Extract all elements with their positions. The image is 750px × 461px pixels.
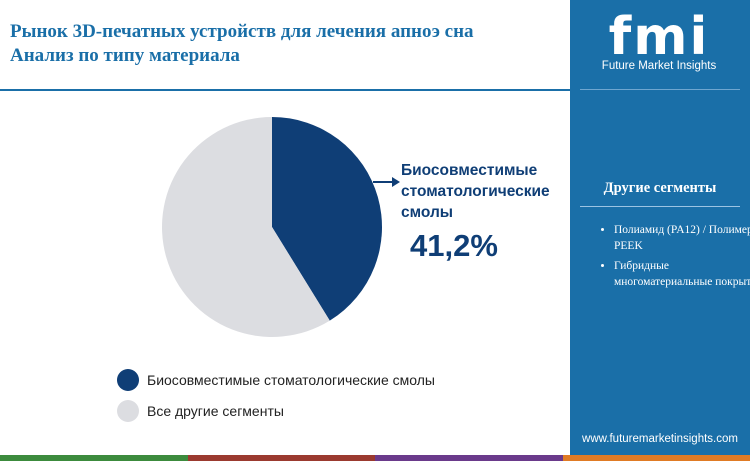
legend-label-others: Все другие сегменты xyxy=(147,402,284,419)
other-segments-title: Другие сегменты xyxy=(603,180,717,196)
other-segments-list: Полиамид (PA12) / Полимеры PEEK Гибридны… xyxy=(594,222,750,294)
legend-swatch-others xyxy=(117,399,139,422)
footer-color-bar xyxy=(0,455,750,461)
brand-name: Future Market Insights xyxy=(601,60,717,72)
footer-segment-red xyxy=(187,455,375,461)
pie-chart xyxy=(161,117,400,338)
chart-title-line2: Анализ по типу материала xyxy=(10,45,240,66)
legend-swatch-resins xyxy=(117,368,139,391)
title-divider xyxy=(0,89,570,91)
fmi-logo: fmi xyxy=(609,10,710,58)
other-segments-divider xyxy=(580,206,740,207)
legend-item-resins: Биосовместимые стоматологические смолы xyxy=(117,366,435,393)
footer-segment-orange xyxy=(562,455,750,461)
callout-value: 41,2% xyxy=(410,228,498,263)
pie-slice-1 xyxy=(161,117,330,338)
legend-item-others: Все другие сегменты xyxy=(117,397,435,424)
sidebar: fmi Future Market Insights Другие сегмен… xyxy=(570,0,750,461)
other-segment-item: Гибридные многоматериальные покрытия xyxy=(614,258,750,290)
sidebar-divider-top xyxy=(580,89,740,90)
callout-arrow xyxy=(373,177,400,187)
footer-segment-green xyxy=(0,455,188,461)
legend-label-resins: Биосовместимые стоматологические смолы xyxy=(147,371,435,388)
footer-segment-purple xyxy=(375,455,563,461)
other-segment-item: Полиамид (PA12) / Полимеры PEEK xyxy=(614,222,750,254)
chart-title-line1: Рынок 3D-печатных устройств для лечения … xyxy=(10,21,474,42)
chart-title: Рынок 3D-печатных устройств для лечения … xyxy=(10,20,570,68)
callout-label: Биосовместимые стоматологические смолы xyxy=(401,162,550,221)
website-url: www.futuremarketinsights.com xyxy=(582,433,738,445)
pie-slice-0 xyxy=(272,117,382,321)
logo-text: fmi xyxy=(609,10,710,58)
legend: Биосовместимые стоматологические смолы В… xyxy=(117,366,435,428)
